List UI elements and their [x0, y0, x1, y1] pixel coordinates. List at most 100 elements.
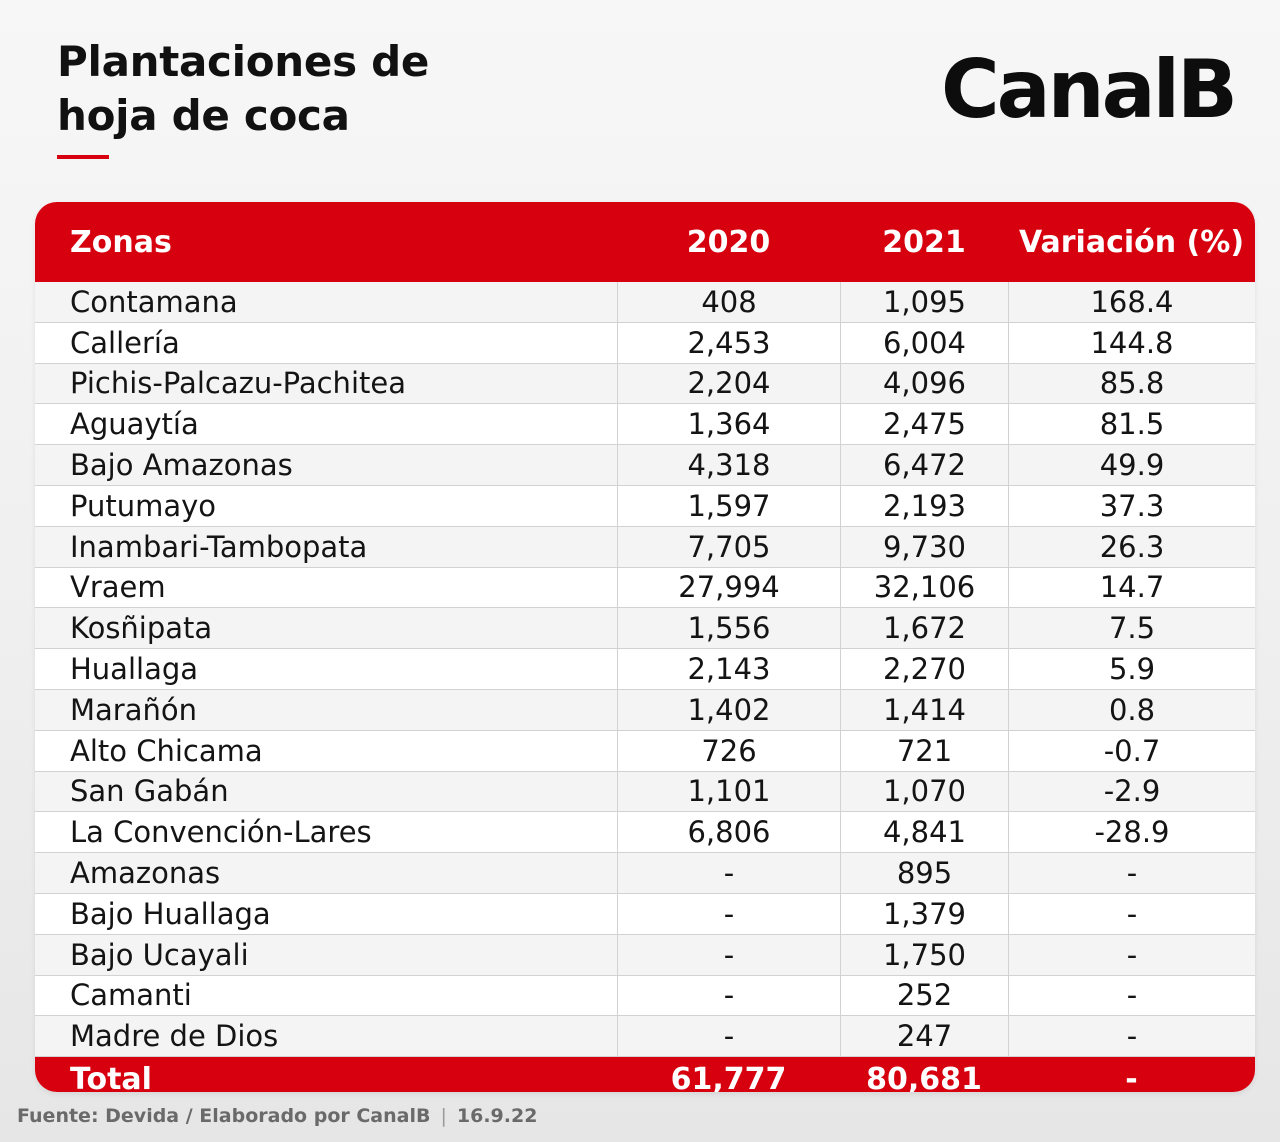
- cell-zona: Camanti: [70, 978, 192, 1013]
- cell-2021: 2,270: [840, 649, 1008, 689]
- table-row: La Convención-Lares 6,806 4,841 -28.9: [35, 812, 1255, 854]
- header-zonas: Zonas: [70, 224, 172, 260]
- cell-2020: 2,453: [617, 322, 840, 363]
- table-body: Contamana 408 1,095 168.4 Callería 2,453 6,004…: [35, 282, 1255, 1058]
- cell-2020: -: [617, 853, 840, 893]
- cell-2020: -: [617, 934, 840, 975]
- cell-2020: 408: [617, 282, 840, 322]
- source-text: Fuente: Devida / Elaborado por CanalB: [17, 1105, 431, 1127]
- cell-2020: 1,101: [617, 771, 840, 812]
- table-row: Bajo Huallaga -1,379-: [35, 893, 1255, 935]
- cell-variacion: -28.9: [1008, 812, 1255, 853]
- cell-variacion: -: [1008, 1016, 1255, 1057]
- cell-2021: 1,414: [840, 689, 1008, 730]
- table-row: Madre de Dios -247-: [35, 1016, 1255, 1058]
- cell-zona: Inambari-Tambopata: [70, 529, 368, 564]
- cell-zona: Aguaytía: [70, 407, 199, 442]
- table-header-row: Zonas 2020 2021 Variación (%): [35, 202, 1255, 282]
- cell-2020: -: [617, 1016, 840, 1057]
- cell-zona: Vraem: [70, 570, 166, 605]
- canalb-logo: CanalB: [940, 43, 1238, 136]
- cell-2020: 2,143: [617, 649, 840, 689]
- table-row: Bajo Ucayali -1,750-: [35, 934, 1255, 976]
- cell-zona: Bajo Huallaga: [70, 896, 271, 931]
- cell-zona: Marañón: [70, 692, 197, 727]
- cell-variacion: 0.8: [1008, 689, 1255, 730]
- cell-variacion: -0.7: [1008, 730, 1255, 771]
- cell-2020: 726: [617, 730, 840, 771]
- table-row: Bajo Amazonas 4,318 6,472 49.9: [35, 445, 1255, 486]
- cell-2020: 1,364: [617, 404, 840, 445]
- table-row: Putumayo 1,597 2,193 37.3: [35, 485, 1255, 527]
- cell-2021: 6,472: [840, 445, 1008, 485]
- table-row: Contamana 408 1,095 168.4: [35, 282, 1255, 323]
- cell-2021: 4,841: [840, 812, 1008, 853]
- header-2020: 2020: [686, 224, 771, 260]
- cell-variacion: 81.5: [1008, 404, 1255, 445]
- cell-2021: 721: [840, 730, 1008, 771]
- cell-variacion: -: [1008, 934, 1255, 975]
- cell-zona: Madre de Dios: [70, 1019, 279, 1054]
- cell-2021: 1,672: [840, 608, 1008, 649]
- cell-zona: Huallaga: [70, 652, 199, 687]
- title-line-2: hoja de coca: [57, 91, 350, 140]
- table-total-row: Total 61,777 80,681 -: [35, 1057, 1255, 1092]
- cell-zona: Callería: [70, 325, 180, 360]
- total-2020: 61,777: [670, 1061, 787, 1092]
- total-label: Total: [70, 1061, 152, 1092]
- cell-2020: 1,597: [617, 485, 840, 526]
- cell-variacion: -: [1008, 853, 1255, 893]
- cell-variacion: 5.9: [1008, 649, 1255, 689]
- table-row: Huallaga 2,143 2,270 5.9: [35, 649, 1255, 690]
- cell-zona: San Gabán: [70, 774, 229, 809]
- cell-2020: 1,402: [617, 689, 840, 730]
- cell-2020: 2,204: [617, 363, 840, 404]
- cell-2020: -: [617, 975, 840, 1016]
- cell-2021: 6,004: [840, 322, 1008, 363]
- cell-variacion: 37.3: [1008, 485, 1255, 526]
- cell-2021: 252: [840, 975, 1008, 1016]
- table-row: Amazonas -895-: [35, 853, 1255, 894]
- source-footer: Fuente: Devida / Elaborado por CanalB | 16…: [17, 1105, 537, 1127]
- cell-zona: Bajo Amazonas: [70, 448, 293, 483]
- cell-2021: 1,095: [840, 282, 1008, 322]
- table-row: Marañón 1,402 1,414 0.8: [35, 689, 1255, 731]
- cell-2020: 1,556: [617, 608, 840, 649]
- cell-variacion: 7.5: [1008, 608, 1255, 649]
- title-line-1: Plantaciones de: [57, 37, 430, 86]
- cell-zona: Putumayo: [70, 488, 217, 523]
- cell-2020: 4,318: [617, 445, 840, 485]
- publish-date: 16.9.22: [456, 1105, 538, 1127]
- cell-2020: 6,806: [617, 812, 840, 853]
- cell-zona: Kosñipata: [70, 611, 213, 646]
- cell-variacion: 14.7: [1008, 567, 1255, 608]
- cell-variacion: 26.3: [1008, 526, 1255, 567]
- total-variacion: -: [1125, 1061, 1138, 1092]
- cell-2020: 27,994: [617, 567, 840, 608]
- table-row: Kosñipata 1,556 1,672 7.5: [35, 608, 1255, 650]
- total-2021: 80,681: [866, 1061, 982, 1092]
- cell-variacion: 168.4: [1008, 282, 1255, 322]
- header-2021: 2021: [882, 224, 966, 260]
- cell-zona: Alto Chicama: [70, 733, 263, 768]
- table-row: Alto Chicama 726 721 -0.7: [35, 730, 1255, 772]
- cell-zona: Bajo Ucayali: [70, 937, 249, 972]
- page-title: Plantaciones de hoja de coca: [57, 35, 429, 143]
- cell-zona: La Convención-Lares: [70, 815, 372, 850]
- cell-2021: 32,106: [840, 567, 1008, 608]
- title-accent-bar: [57, 155, 109, 159]
- cell-2021: 2,475: [840, 404, 1008, 445]
- table-row: Camanti -252-: [35, 975, 1255, 1017]
- cell-variacion: -: [1008, 975, 1255, 1016]
- cell-2021: 9,730: [840, 526, 1008, 567]
- cell-2021: 895: [840, 853, 1008, 893]
- cell-variacion: 49.9: [1008, 445, 1255, 485]
- cell-2021: 1,379: [840, 893, 1008, 934]
- table-row: Aguaytía 1,364 2,475 81.5: [35, 404, 1255, 446]
- cell-zona: Contamana: [70, 284, 238, 319]
- table-row: Inambari-Tambopata 7,705 9,730 26.3: [35, 526, 1255, 568]
- cell-variacion: -: [1008, 893, 1255, 934]
- cell-zona: Pichis-Palcazu-Pachitea: [70, 366, 406, 401]
- table-row: San Gabán 1,101 1,070 -2.9: [35, 771, 1255, 813]
